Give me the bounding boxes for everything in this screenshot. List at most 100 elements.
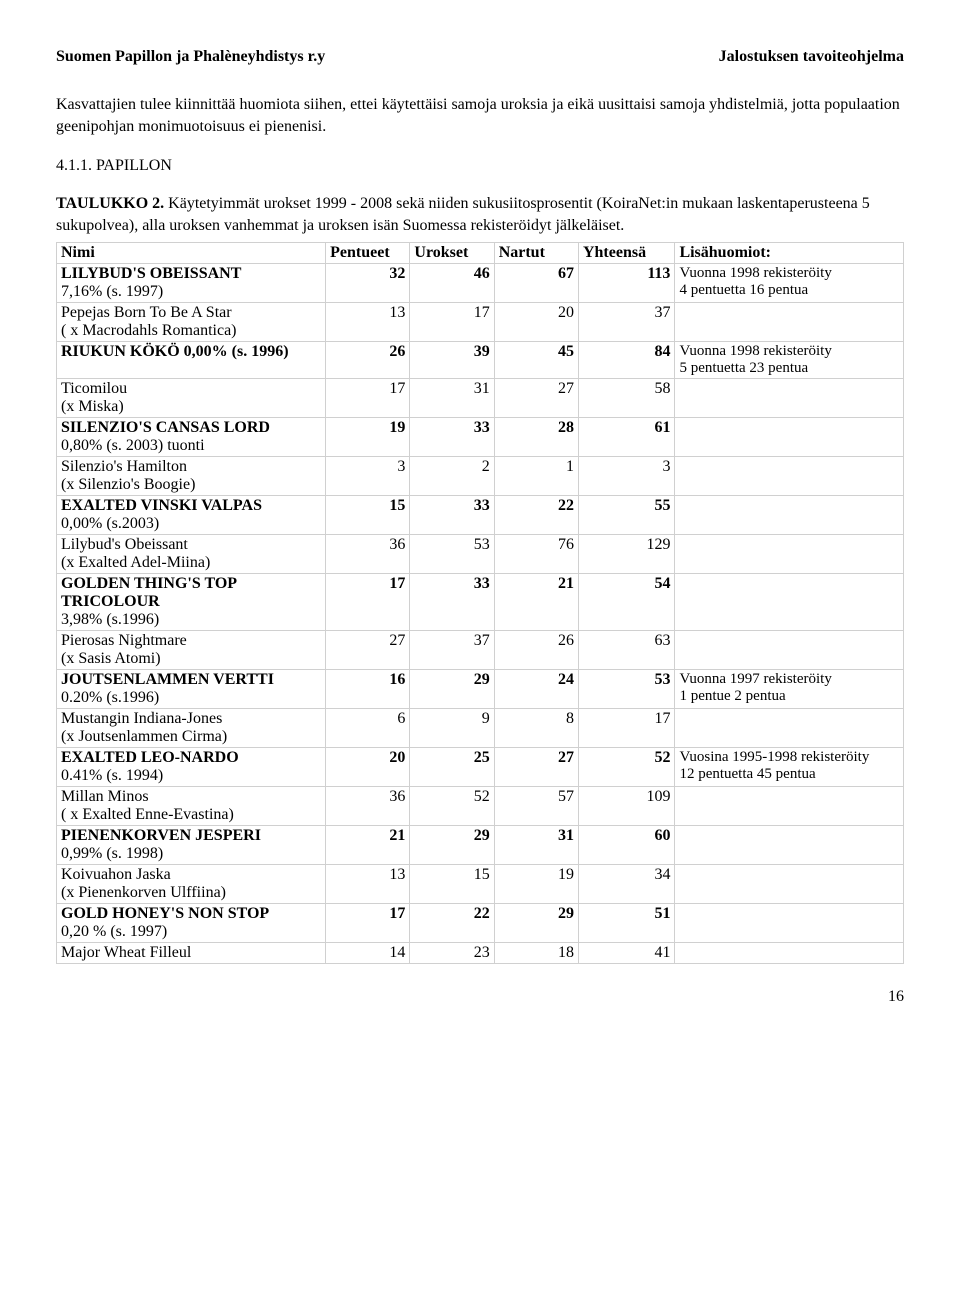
cell-note bbox=[675, 574, 904, 631]
cell-p: 32 bbox=[326, 264, 410, 303]
cell-y: 53 bbox=[578, 670, 674, 709]
cell-p: 17 bbox=[326, 379, 410, 418]
table-row: SILENZIO'S CANSAS LORD0,80% (s. 2003) tu… bbox=[57, 418, 904, 457]
table-intro: TAULUKKO 2. Käytetyimmät urokset 1999 - … bbox=[56, 193, 904, 236]
col-nartut: Nartut bbox=[494, 243, 578, 264]
cell-n: 31 bbox=[494, 826, 578, 865]
cell-note: Vuosina 1995-1998 rekisteröity12 pentuet… bbox=[675, 748, 904, 787]
col-pentueet: Pentueet bbox=[326, 243, 410, 264]
cell-p: 6 bbox=[326, 709, 410, 748]
cell-u: 37 bbox=[410, 631, 494, 670]
cell-u: 31 bbox=[410, 379, 494, 418]
table-row: Major Wheat Filleul14231841 bbox=[57, 943, 904, 964]
cell-n: 26 bbox=[494, 631, 578, 670]
col-yhteensa: Yhteensä bbox=[578, 243, 674, 264]
table-row: PIENENKORVEN JESPERI0,99% (s. 1998)21293… bbox=[57, 826, 904, 865]
cell-y: 109 bbox=[578, 787, 674, 826]
cell-p: 27 bbox=[326, 631, 410, 670]
cell-p: 17 bbox=[326, 904, 410, 943]
table-row: Millan Minos ( x Exalted Enne-Evastina)3… bbox=[57, 787, 904, 826]
cell-u: 52 bbox=[410, 787, 494, 826]
page-header: Suomen Papillon ja Phalèneyhdistys r.y J… bbox=[56, 48, 904, 66]
page-number: 16 bbox=[56, 988, 904, 1006]
cell-y: 17 bbox=[578, 709, 674, 748]
cell-p: 16 bbox=[326, 670, 410, 709]
cell-u: 29 bbox=[410, 826, 494, 865]
sire-table: Nimi Pentueet Urokset Nartut Yhteensä Li… bbox=[56, 242, 904, 964]
cell-p: 21 bbox=[326, 826, 410, 865]
table-intro-prefix: TAULUKKO 2. bbox=[56, 195, 164, 212]
cell-u: 53 bbox=[410, 535, 494, 574]
cell-u: 39 bbox=[410, 342, 494, 379]
cell-y: 129 bbox=[578, 535, 674, 574]
table-row: Mustangin Indiana-Jones(x Joutsenlammen … bbox=[57, 709, 904, 748]
cell-u: 22 bbox=[410, 904, 494, 943]
cell-y: 55 bbox=[578, 496, 674, 535]
cell-y: 58 bbox=[578, 379, 674, 418]
cell-note: Vuonna 1997 rekisteröity1 pentue 2 pentu… bbox=[675, 670, 904, 709]
cell-p: 13 bbox=[326, 303, 410, 342]
table-row: Pierosas Nightmare(x Sasis Atomi)2737266… bbox=[57, 631, 904, 670]
table-row: LILYBUD'S OBEISSANT7,16% (s. 1997)324667… bbox=[57, 264, 904, 303]
cell-n: 28 bbox=[494, 418, 578, 457]
cell-p: 19 bbox=[326, 418, 410, 457]
cell-y: 113 bbox=[578, 264, 674, 303]
cell-note bbox=[675, 943, 904, 964]
cell-p: 36 bbox=[326, 787, 410, 826]
table-row: Lilybud's Obeissant(x Exalted Adel-Miina… bbox=[57, 535, 904, 574]
cell-y: 41 bbox=[578, 943, 674, 964]
cell-u: 25 bbox=[410, 748, 494, 787]
cell-n: 57 bbox=[494, 787, 578, 826]
cell-name: EXALTED LEO-NARDO0.41% (s. 1994) bbox=[57, 748, 326, 787]
cell-n: 29 bbox=[494, 904, 578, 943]
cell-note bbox=[675, 418, 904, 457]
cell-note bbox=[675, 303, 904, 342]
cell-p: 26 bbox=[326, 342, 410, 379]
cell-u: 33 bbox=[410, 418, 494, 457]
cell-y: 60 bbox=[578, 826, 674, 865]
table-row: GOLD HONEY'S NON STOP0,20 % (s. 1997)172… bbox=[57, 904, 904, 943]
cell-y: 3 bbox=[578, 457, 674, 496]
cell-n: 24 bbox=[494, 670, 578, 709]
col-note: Lisähuomiot: bbox=[675, 243, 904, 264]
table-row: Koivuahon Jaska(x Pienenkorven Ulffiina)… bbox=[57, 865, 904, 904]
table-row: JOUTSENLAMMEN VERTTI0.20% (s.1996)162924… bbox=[57, 670, 904, 709]
cell-p: 13 bbox=[326, 865, 410, 904]
table-row: Pepejas Born To Be A Star( x Macrodahls … bbox=[57, 303, 904, 342]
cell-name: JOUTSENLAMMEN VERTTI0.20% (s.1996) bbox=[57, 670, 326, 709]
cell-name: SILENZIO'S CANSAS LORD0,80% (s. 2003) tu… bbox=[57, 418, 326, 457]
cell-n: 18 bbox=[494, 943, 578, 964]
cell-y: 34 bbox=[578, 865, 674, 904]
cell-note bbox=[675, 496, 904, 535]
cell-name: Millan Minos ( x Exalted Enne-Evastina) bbox=[57, 787, 326, 826]
cell-note bbox=[675, 457, 904, 496]
table-row: EXALTED VINSKI VALPAS0,00% (s.2003)15332… bbox=[57, 496, 904, 535]
cell-y: 52 bbox=[578, 748, 674, 787]
cell-u: 9 bbox=[410, 709, 494, 748]
cell-y: 84 bbox=[578, 342, 674, 379]
cell-name: LILYBUD'S OBEISSANT7,16% (s. 1997) bbox=[57, 264, 326, 303]
cell-p: 15 bbox=[326, 496, 410, 535]
cell-p: 3 bbox=[326, 457, 410, 496]
cell-note bbox=[675, 709, 904, 748]
cell-p: 14 bbox=[326, 943, 410, 964]
table-header-row: Nimi Pentueet Urokset Nartut Yhteensä Li… bbox=[57, 243, 904, 264]
cell-name: GOLDEN THING'S TOP TRICOLOUR 3,98% (s.19… bbox=[57, 574, 326, 631]
cell-n: 21 bbox=[494, 574, 578, 631]
cell-note bbox=[675, 379, 904, 418]
col-name: Nimi bbox=[57, 243, 326, 264]
cell-u: 15 bbox=[410, 865, 494, 904]
table-row: EXALTED LEO-NARDO0.41% (s. 1994)20252752… bbox=[57, 748, 904, 787]
col-urokset: Urokset bbox=[410, 243, 494, 264]
cell-note bbox=[675, 535, 904, 574]
cell-n: 27 bbox=[494, 379, 578, 418]
cell-p: 36 bbox=[326, 535, 410, 574]
cell-name: Mustangin Indiana-Jones(x Joutsenlammen … bbox=[57, 709, 326, 748]
cell-n: 8 bbox=[494, 709, 578, 748]
cell-name: Pierosas Nightmare(x Sasis Atomi) bbox=[57, 631, 326, 670]
cell-u: 46 bbox=[410, 264, 494, 303]
cell-note bbox=[675, 787, 904, 826]
cell-note: Vuonna 1998 rekisteröity5 pentuetta 23 p… bbox=[675, 342, 904, 379]
cell-name: Silenzio's Hamilton(x Silenzio's Boogie) bbox=[57, 457, 326, 496]
table-row: Silenzio's Hamilton(x Silenzio's Boogie)… bbox=[57, 457, 904, 496]
